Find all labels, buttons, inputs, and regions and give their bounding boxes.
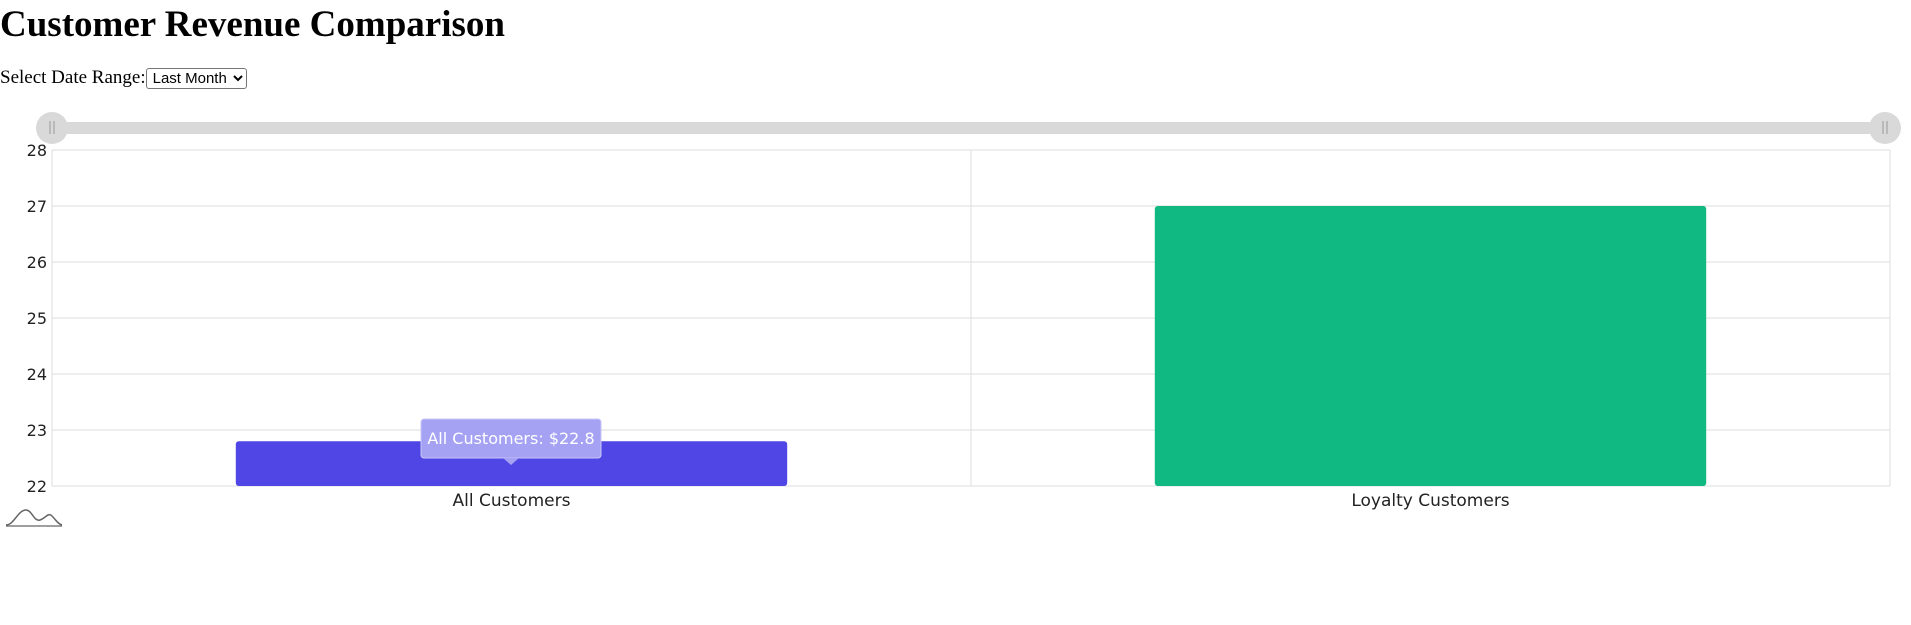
y-tick-label: 24 bbox=[27, 365, 47, 384]
left-handle-circle[interactable] bbox=[36, 112, 68, 144]
y-tick-label: 25 bbox=[27, 309, 47, 328]
y-tick-label: 27 bbox=[27, 197, 47, 216]
brush-wave bbox=[5, 509, 63, 526]
y-tick-label: 28 bbox=[27, 141, 47, 160]
bar-loyalty-customers[interactable] bbox=[1154, 206, 1707, 486]
date-range-select[interactable]: Last Month bbox=[145, 67, 247, 89]
y-tick-label: 22 bbox=[27, 477, 47, 496]
page-title: Customer Revenue Comparison bbox=[0, 4, 505, 45]
x-axis-labels: All Customers Loyalty Customers bbox=[453, 491, 1510, 511]
zoom-slider-track[interactable] bbox=[48, 122, 1890, 134]
x-category-label: All Customers bbox=[453, 491, 571, 511]
right-handle-circle[interactable] bbox=[1869, 112, 1901, 144]
bar-all-customers[interactable] bbox=[235, 441, 788, 486]
zoom-slider-right-handle[interactable] bbox=[1869, 112, 1901, 144]
y-tick-label: 23 bbox=[27, 421, 47, 440]
zoom-slider[interactable] bbox=[36, 112, 1901, 144]
chart-brush-icon[interactable] bbox=[5, 509, 63, 527]
chart-bars bbox=[235, 206, 1707, 486]
date-range-control: Select Date Range: Last Month bbox=[0, 67, 247, 89]
date-range-label: Select Date Range: bbox=[0, 67, 146, 88]
y-tick-label: 26 bbox=[27, 253, 47, 272]
y-axis-ticks: 22 23 24 25 26 27 28 bbox=[27, 141, 47, 496]
zoom-slider-left-handle[interactable] bbox=[36, 112, 68, 144]
x-category-label: Loyalty Customers bbox=[1351, 491, 1509, 511]
